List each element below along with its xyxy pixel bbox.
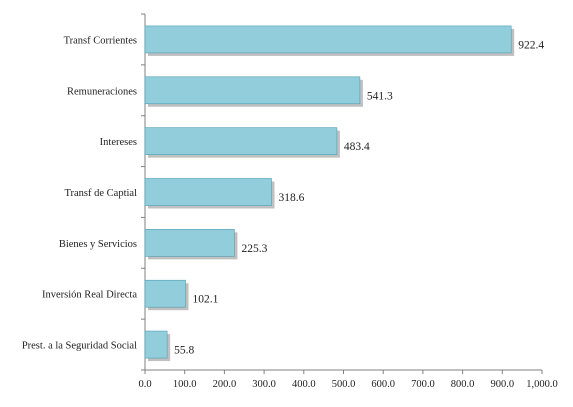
category-label: Inversión Real Directa [42,290,137,301]
bar [144,279,186,308]
x-tick-label: 500.0 [332,379,356,390]
bar [144,25,512,54]
x-tick-label: 300.0 [252,379,276,390]
data-label: 55.8 [174,345,194,357]
data-label: 102.1 [193,294,219,306]
data-label: 318.6 [278,192,304,204]
data-label: 922.4 [518,39,544,51]
x-tick-label: 900.0 [490,379,514,390]
x-tick-label: 800.0 [451,379,475,390]
x-tick-label: 100.0 [173,379,197,390]
category-label: Intereses [100,137,137,148]
x-tick-label: 0.0 [138,379,151,390]
bar [144,178,272,206]
x-tick-label: 600.0 [371,379,395,390]
category-label: Prest. a la Seguridad Social [22,341,137,352]
data-label: 483.4 [344,141,370,153]
data-label: 225.3 [241,243,267,255]
x-tick-label: 200.0 [213,379,237,390]
x-tick-label: 1,000.0 [526,379,558,390]
x-tick-label: 700.0 [411,379,435,390]
x-tick-label: 400.0 [292,379,316,390]
data-label: 541.3 [367,90,393,102]
bar [144,127,338,155]
category-label: Transf de Captial [64,188,137,199]
bar [144,76,361,105]
category-label: Transf Corrientes [64,35,137,46]
bar [144,330,168,359]
category-label: Bienes y Servicios [59,239,137,250]
bar [144,229,235,257]
category-label: Remuneraciones [67,86,137,97]
